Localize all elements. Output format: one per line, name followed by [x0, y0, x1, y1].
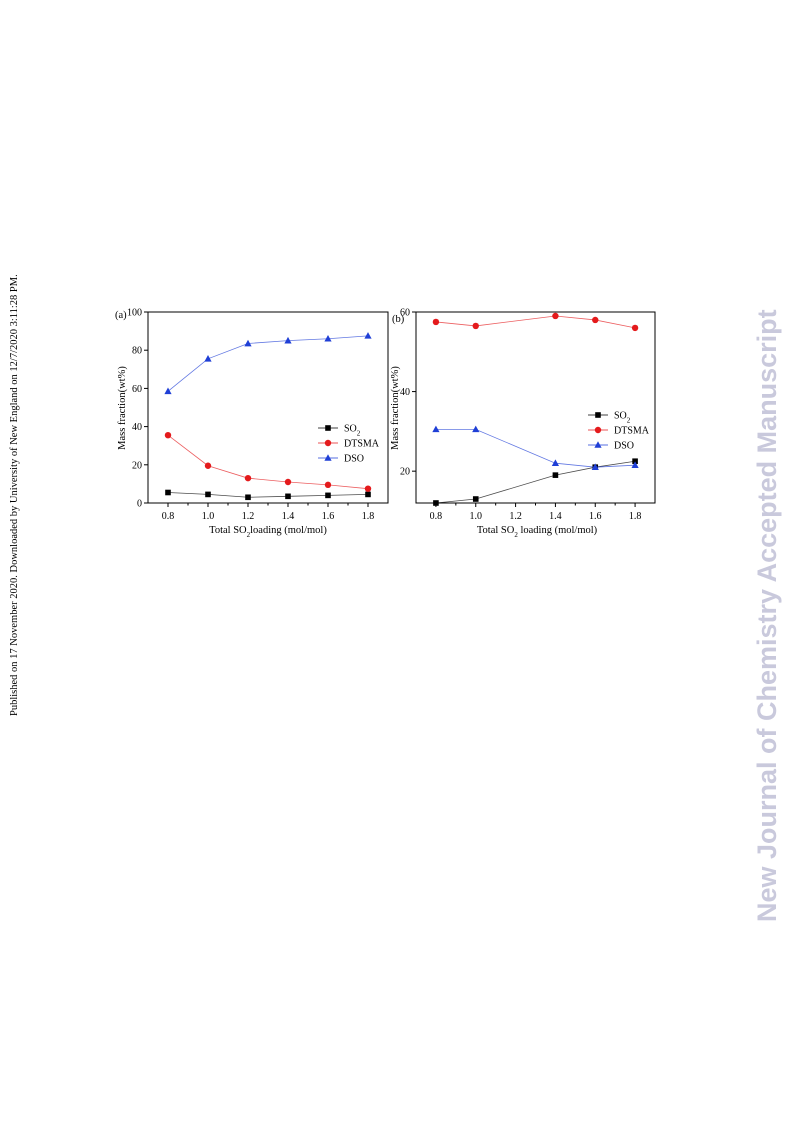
x-tick-label: 1.2: [242, 511, 255, 522]
data-point: [324, 334, 332, 342]
data-point: [244, 339, 252, 347]
x-axis-label: Total SO2loading (mol/mol): [209, 525, 327, 539]
legend-marker: [594, 441, 602, 448]
x-tick-label: 1.0: [470, 511, 483, 522]
data-point: [433, 500, 439, 506]
x-tick-label: 1.6: [589, 511, 602, 522]
legend-label: DTSMA: [614, 426, 650, 437]
series-dso: [164, 332, 372, 395]
data-point: [472, 322, 479, 330]
x-tick-label: 1.6: [322, 511, 335, 522]
data-point: [245, 494, 251, 501]
data-point: [552, 312, 559, 320]
y-axis-label: Mass fraction(wt%): [117, 366, 128, 450]
x-tick-label: 1.0: [202, 511, 215, 522]
legend-marker: [324, 439, 332, 447]
series-line: [167, 335, 369, 392]
legend-label: SO2: [614, 411, 631, 425]
x-tick-label: 1.8: [362, 511, 375, 522]
series-line: [167, 492, 369, 498]
chart-panel-a: 0.8 1.0 1.2 1.4 1.6 1.8 0 20 40 60 80 100(a) Total S…: [115, 308, 389, 539]
data-point: [164, 431, 172, 439]
legend-label: DSO: [344, 454, 364, 465]
data-point: [432, 425, 440, 433]
y-tick-label: 80: [132, 346, 142, 357]
series-dtsma: [164, 431, 372, 492]
x-tick-label: 1.2: [509, 511, 522, 522]
data-point: [204, 354, 212, 362]
x-tick-label: 0.8: [162, 511, 175, 522]
legend-entry-so2: SO2: [588, 411, 631, 425]
panel-label: (a): [115, 310, 127, 321]
data-point: [432, 318, 440, 326]
data-point: [364, 332, 372, 339]
data-point: [472, 425, 480, 433]
data-point: [244, 474, 252, 482]
data-point: [631, 324, 639, 332]
legend-entry-dtsma: DTSMA: [588, 426, 650, 437]
x-tick-label: 0.8: [430, 511, 443, 522]
y-tick-label: 100: [127, 308, 142, 319]
data-point: [204, 462, 212, 469]
legend-entry-dtsma: DTSMA: [318, 439, 380, 450]
data-point: [285, 493, 291, 500]
data-point: [365, 491, 371, 498]
x-tick-label: 1.8: [629, 511, 642, 522]
panel-label: (b): [392, 314, 405, 325]
data-point: [205, 491, 211, 498]
data-point: [632, 458, 638, 465]
series-line: [435, 428, 636, 468]
legend-marker: [595, 412, 601, 418]
data-point: [472, 496, 479, 502]
series-line: [435, 460, 636, 504]
data-point: [591, 463, 599, 470]
y-tick-label: 60: [132, 384, 142, 395]
plot-frame: [415, 311, 656, 504]
data-point: [165, 489, 171, 496]
y-tick-label: 20: [400, 467, 410, 478]
y-tick-label: 40: [132, 422, 142, 433]
x-tick-label: 1.4: [549, 511, 562, 522]
legend-label: DTSMA: [344, 439, 380, 450]
series-dtsma: [432, 312, 639, 332]
legend-marker: [324, 454, 332, 461]
data-point: [631, 461, 639, 468]
data-point: [284, 336, 292, 344]
series-line: [435, 315, 636, 329]
legend-marker: [594, 426, 602, 434]
y-tick-label: 20: [132, 460, 142, 471]
data-point: [592, 316, 599, 324]
legend-label: SO2: [344, 424, 361, 438]
legend-entry-dso: DSO: [588, 441, 634, 452]
data-point: [324, 481, 332, 489]
y-tick-label: 60: [400, 308, 410, 319]
x-tick-label: 1.4: [282, 511, 295, 522]
chart-panel-b: 0.8 1.0 1.2 1.4 1.6 1.8 20 40 60(b) Total SO2 loa…: [390, 308, 656, 539]
series-line: [167, 434, 369, 490]
legend-entry-so2: SO2: [318, 424, 361, 438]
x-axis-label: Total SO2 loading (mol/mol): [477, 525, 598, 539]
plot-frame: [147, 311, 389, 504]
legend-marker: [325, 425, 331, 431]
data-point: [552, 472, 559, 478]
data-point: [325, 492, 331, 499]
series-so2: [165, 489, 371, 501]
series-dso: [432, 425, 639, 470]
y-axis-label: Mass fraction(wt%): [390, 366, 401, 450]
y-tick-label: 0: [137, 499, 142, 510]
data-point: [551, 459, 560, 467]
data-point: [164, 387, 172, 395]
legend-label: DSO: [614, 441, 634, 452]
series-so2: [433, 458, 638, 506]
data-point: [364, 485, 372, 492]
legend-entry-dso: DSO: [318, 454, 364, 465]
y-tick-label: 40: [400, 387, 410, 398]
data-point: [284, 478, 292, 486]
